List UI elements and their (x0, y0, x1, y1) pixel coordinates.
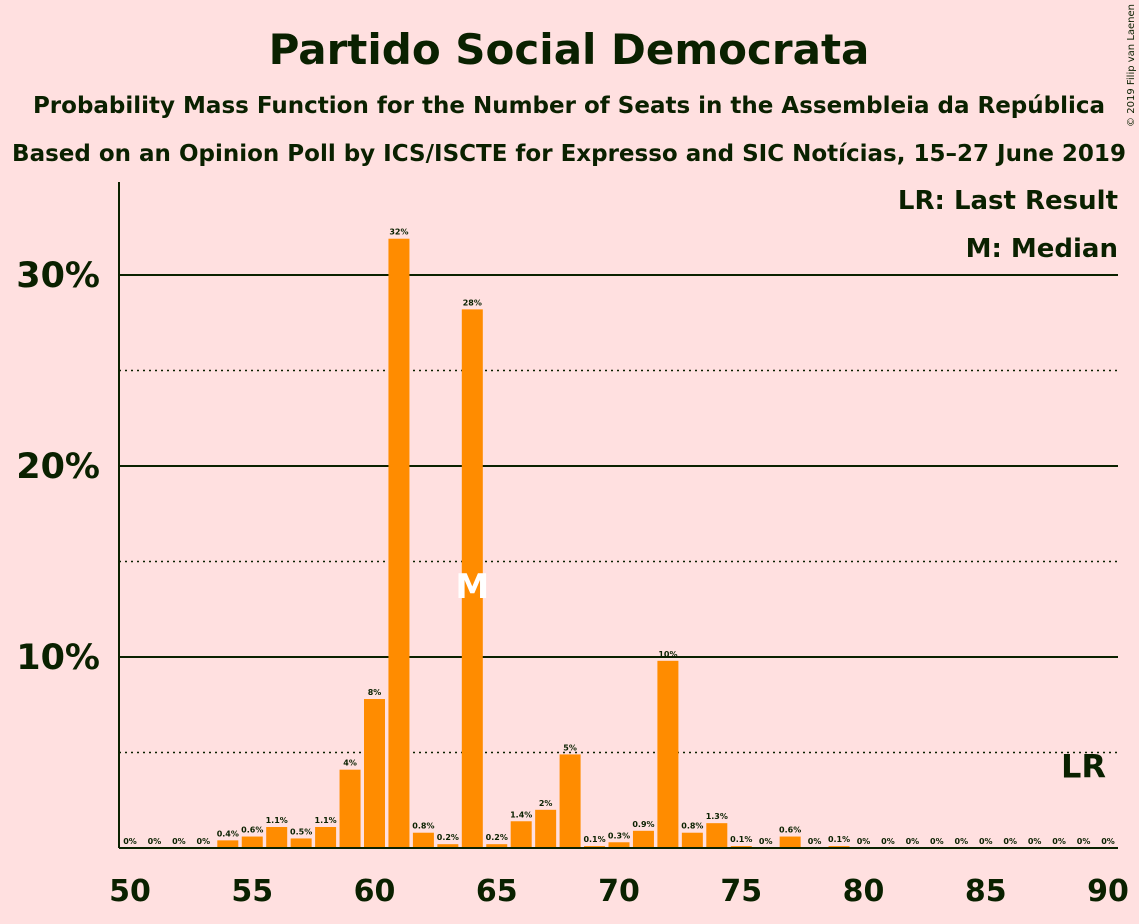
data-label: 0% (881, 837, 895, 846)
copyright-note: © 2019 Filip van Laenen (1126, 4, 1137, 127)
x-tick-label: 65 (476, 874, 518, 909)
bar (339, 769, 361, 848)
data-label: 4% (343, 759, 357, 768)
data-label: 0.1% (583, 835, 605, 844)
data-label: 0% (979, 837, 993, 846)
data-label: 0.2% (486, 833, 508, 842)
x-tick-label: 50 (109, 874, 151, 909)
x-tick-labels: 50 55 60 65 70 75 80 85 90 (109, 874, 1129, 909)
gridlines (119, 274, 1118, 754)
data-label: 0% (930, 837, 944, 846)
data-label: 0.8% (412, 822, 434, 831)
bar (461, 309, 483, 848)
y-tick-label: 30% (16, 256, 100, 296)
data-label: 0% (955, 837, 969, 846)
bar (486, 844, 508, 848)
x-tick-label: 75 (720, 874, 762, 909)
bar (632, 830, 654, 848)
x-tick-label: 80 (843, 874, 885, 909)
data-label: 0% (1003, 837, 1017, 846)
data-label: 0.3% (608, 831, 630, 840)
bars-group (217, 238, 850, 848)
data-label: 0.6% (241, 826, 263, 835)
data-label: 32% (389, 228, 408, 237)
y-tick-labels: 10% 20% 30% (16, 256, 100, 678)
data-label: 1.1% (315, 816, 337, 825)
data-label: 0% (1052, 837, 1066, 846)
data-label: 10% (658, 650, 677, 659)
bar (217, 840, 239, 848)
data-label: 0% (148, 837, 162, 846)
data-label: 0.1% (730, 835, 752, 844)
chart-subtitle-poll: Based on an Opinion Poll by ICS/ISCTE fo… (12, 141, 1126, 167)
bar (388, 238, 410, 848)
legend-median: M: Median (966, 234, 1118, 264)
data-label: 0.1% (828, 835, 850, 844)
data-label: 1.3% (706, 812, 728, 821)
chart-title: Partido Social Democrata (269, 25, 870, 74)
data-label: 5% (563, 743, 577, 752)
x-tick-label: 85 (965, 874, 1007, 909)
bar (412, 832, 434, 848)
bar (241, 836, 263, 848)
data-label: 0% (808, 837, 822, 846)
x-tick-label: 55 (231, 874, 273, 909)
data-label: 0% (197, 837, 211, 846)
bar (535, 809, 557, 848)
data-label: 0.8% (681, 822, 703, 831)
y-tick-label: 10% (16, 638, 100, 678)
x-tick-label: 60 (354, 874, 396, 909)
bar (608, 842, 630, 848)
data-label: 0% (172, 837, 186, 846)
bar (315, 826, 337, 848)
x-tick-label: 70 (598, 874, 640, 909)
data-label: 0.5% (290, 827, 312, 836)
data-label: 28% (463, 298, 482, 307)
data-label: 0% (759, 837, 773, 846)
bar (779, 836, 801, 848)
bar (364, 699, 385, 848)
data-label: 0% (906, 837, 920, 846)
y-tick-label: 20% (16, 447, 100, 487)
bar (681, 832, 703, 848)
data-label: 0% (857, 837, 871, 846)
legend-last-result: LR: Last Result (898, 186, 1118, 216)
data-label: 0.9% (632, 820, 654, 829)
data-labels-group: 0% 0% 0% 0%0.4% 0.6%1.1%0.5%1.1%4%8%32%0.8%0… (123, 228, 1115, 846)
bar (266, 826, 288, 848)
bar (290, 838, 312, 848)
bar (657, 660, 679, 848)
data-label: 0% (1101, 837, 1115, 846)
data-label: 0.6% (779, 826, 801, 835)
data-label: 8% (368, 688, 382, 697)
x-tick-label: 90 (1087, 874, 1129, 909)
last-result-marker: LR (1061, 747, 1106, 785)
data-label: 0.4% (217, 829, 239, 838)
data-label: 0% (123, 837, 137, 846)
bar (559, 754, 581, 848)
median-marker: M (455, 567, 489, 607)
bar (437, 844, 459, 848)
chart-subtitle: Probability Mass Function for the Number… (33, 93, 1105, 119)
data-label: 0% (1028, 837, 1042, 846)
data-label: 2% (539, 799, 553, 808)
data-label: 1.4% (510, 810, 532, 819)
bar (706, 823, 728, 848)
data-label: 0% (1077, 837, 1091, 846)
data-label: 0.2% (437, 833, 459, 842)
markers-group: M LR (455, 567, 1106, 786)
bar (510, 821, 532, 848)
data-label: 1.1% (266, 816, 288, 825)
